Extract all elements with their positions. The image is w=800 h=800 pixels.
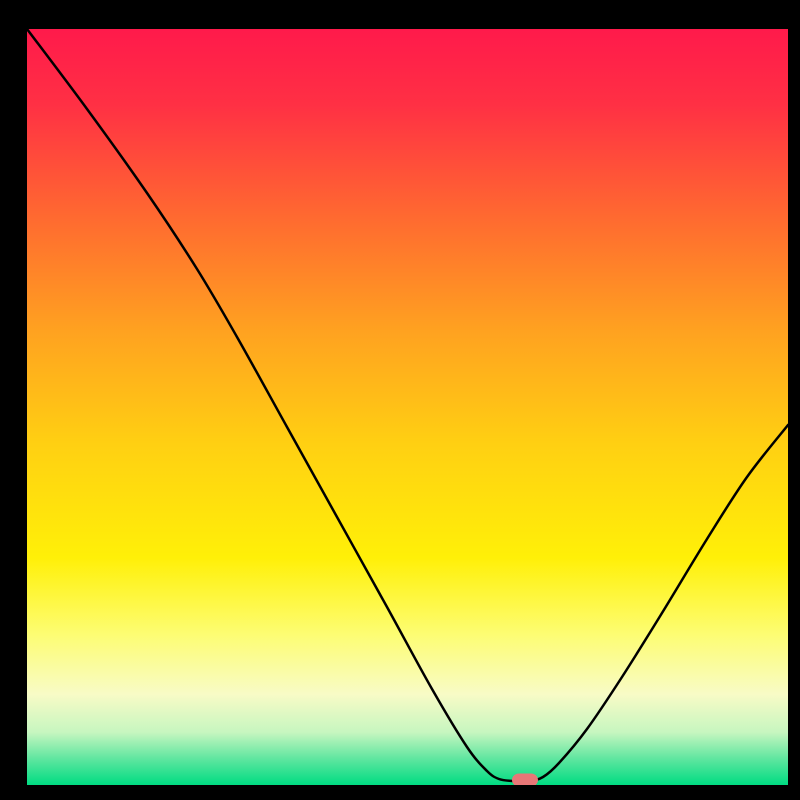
plot-frame — [0, 0, 800, 800]
plot-area — [27, 29, 788, 785]
chart-container: TheBottleneck.com — [0, 0, 800, 800]
optimal-marker — [512, 774, 538, 786]
bottleneck-curve — [27, 29, 788, 785]
